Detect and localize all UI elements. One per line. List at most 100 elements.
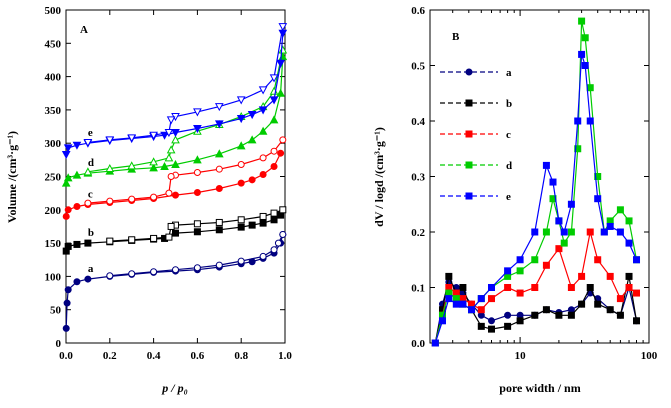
b-point-c (625, 284, 633, 291)
a-point-d-adsorption (72, 170, 82, 179)
b-point-d (542, 228, 550, 236)
a-point-b-desorption (128, 236, 136, 244)
b-series-e (431, 50, 641, 347)
a-point-b-adsorption (215, 226, 223, 234)
a-point-c-desorption (128, 195, 136, 203)
a-point-a-desorption (270, 246, 278, 254)
a-point-b-adsorption (64, 242, 72, 250)
b-legend-marker-d (465, 161, 473, 169)
b-point-c (504, 284, 512, 291)
a-point-d-desorption (171, 135, 180, 144)
a-series-a (62, 230, 287, 332)
a-point-b-desorption (167, 222, 175, 230)
b-y-tick-label: 0.1 (411, 283, 425, 295)
a-point-c-adsorption (215, 184, 223, 192)
a-y-tick-label: 350 (45, 105, 62, 117)
a-point-a-desorption (150, 268, 158, 276)
a-point-a-desorption (193, 264, 201, 272)
a-point-e-desorption (193, 108, 202, 117)
panel-a-series-labels: a b c d e (88, 127, 94, 275)
b-point-e (594, 195, 602, 203)
a-series-label-a: a (88, 263, 94, 275)
a-point-a-desorption (279, 230, 287, 238)
b-point-e (542, 161, 550, 169)
b-point-e (560, 228, 568, 236)
a-y-tick-label: 400 (45, 72, 62, 84)
a-point-d-desorption (83, 167, 93, 176)
b-point-b (586, 284, 594, 291)
a-y-tick-label: 200 (45, 205, 62, 217)
a-x-tick-label: 0.2 (103, 350, 117, 362)
b-point-c (488, 295, 496, 303)
panel-a-isotherms: 0 50 100 150 200 250 300 350 400 450 500 0.0 0.2 0.4 0… (5, 5, 292, 395)
b-point-c (531, 284, 539, 291)
a-point-a-adsorption (84, 275, 92, 283)
b-legend-item-a: a (440, 67, 512, 79)
b-point-b (477, 322, 485, 330)
b-point-c (594, 256, 602, 264)
b-point-a (504, 311, 512, 319)
b-point-d (581, 34, 589, 42)
b-point-b (504, 322, 512, 330)
a-point-e-desorption (214, 103, 224, 112)
a-x-tick-label: 0.0 (59, 350, 73, 362)
b-point-b (567, 311, 575, 319)
a-point-e-desorption (166, 116, 176, 125)
a-y-tick-label: 50 (50, 305, 62, 317)
a-point-b-desorption (193, 220, 201, 228)
a-point-c-adsorption (277, 149, 285, 157)
b-point-e (567, 200, 575, 208)
a-point-b-desorption (165, 233, 173, 241)
a-point-c-desorption (193, 169, 201, 177)
a-point-a-desorption (172, 266, 179, 274)
a-point-c-desorption (167, 173, 175, 180)
a-series-a-adsorption-line (65, 234, 284, 329)
b-y-tick-label: 0.6 (411, 5, 425, 17)
b-point-e (633, 256, 641, 264)
b-point-e (431, 339, 439, 347)
a-point-e-adsorption (236, 115, 246, 124)
a-y-tick-label: 100 (45, 271, 62, 283)
b-point-c (578, 272, 586, 280)
b-point-d (567, 228, 575, 236)
a-y-tick-label: 300 (45, 138, 62, 150)
a-point-d-adsorption (269, 115, 279, 124)
b-point-d (586, 84, 594, 92)
a-point-d-desorption (149, 157, 158, 166)
b-legend-marker-b (465, 99, 473, 107)
a-series-e-adsorption-line (65, 33, 284, 155)
a-y-tick-label: 150 (45, 238, 62, 250)
b-y-tick-label: 0.0 (411, 338, 425, 350)
b-point-c (477, 306, 485, 314)
b-point-e (531, 228, 539, 236)
a-point-e-desorption (164, 129, 174, 138)
panel-b-ticks: 0.0 0.1 0.2 0.3 0.4 0.5 0.6 10 100 (411, 5, 658, 362)
b-point-d (516, 267, 524, 275)
a-point-c-adsorption (237, 179, 245, 187)
b-point-e (549, 178, 557, 186)
b-x-tick-label: 10 (515, 350, 527, 362)
b-point-c (516, 289, 524, 297)
a-x-tick-label: 0.4 (147, 350, 161, 362)
b-point-e (586, 117, 594, 125)
b-point-d (531, 256, 539, 264)
a-point-a-desorption (237, 257, 245, 265)
a-point-b-adsorption (73, 240, 81, 248)
b-point-d (625, 217, 633, 225)
b-legend-label-b: b (506, 98, 512, 110)
panel-a-series (61, 23, 288, 332)
a-point-e-adsorption (61, 151, 71, 160)
a-point-e-adsorption (276, 59, 285, 68)
b-y-tick-label: 0.2 (411, 227, 425, 239)
b-point-e (581, 62, 589, 69)
a-point-c-adsorption (73, 202, 81, 210)
b-legend-item-e: e (440, 191, 511, 203)
b-point-c (606, 272, 614, 280)
a-y-tick-label: 250 (45, 172, 62, 184)
a-x-tick-label: 1.0 (278, 350, 292, 362)
a-point-b-adsorption (172, 229, 179, 237)
b-point-d (578, 17, 586, 25)
a-point-a-adsorption (73, 278, 81, 286)
a-point-d-adsorption (61, 178, 71, 187)
